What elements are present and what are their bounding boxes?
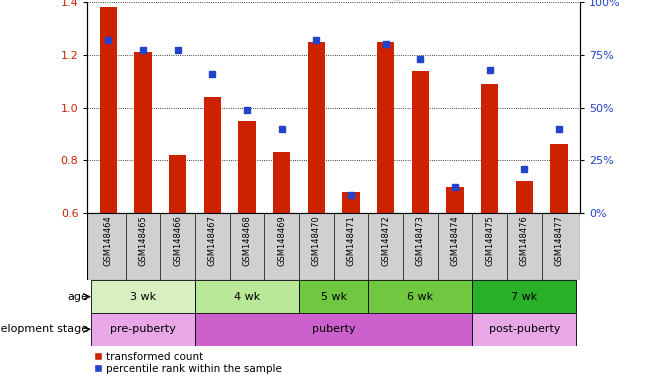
Bar xyxy=(195,313,472,346)
Text: GSM148473: GSM148473 xyxy=(416,215,425,266)
Bar xyxy=(369,280,472,313)
Text: GSM148469: GSM148469 xyxy=(277,215,286,266)
Text: GSM148474: GSM148474 xyxy=(450,215,459,266)
Bar xyxy=(377,41,395,213)
Bar xyxy=(203,97,221,213)
Text: GSM148470: GSM148470 xyxy=(312,215,321,266)
Bar xyxy=(87,213,580,280)
Text: GSM148467: GSM148467 xyxy=(208,215,217,266)
Bar xyxy=(446,187,464,213)
Text: 3 wk: 3 wk xyxy=(130,291,156,302)
Text: age: age xyxy=(67,291,88,302)
Text: 5 wk: 5 wk xyxy=(321,291,347,302)
Text: development stage: development stage xyxy=(0,324,88,334)
Bar xyxy=(472,313,577,346)
Text: puberty: puberty xyxy=(312,324,356,334)
Bar xyxy=(342,192,360,213)
Bar xyxy=(551,144,568,213)
Bar xyxy=(100,7,117,213)
Bar xyxy=(516,181,533,213)
Text: GSM148475: GSM148475 xyxy=(485,215,494,266)
Bar xyxy=(169,155,187,213)
Text: post-puberty: post-puberty xyxy=(489,324,561,334)
Text: GSM148472: GSM148472 xyxy=(381,215,390,266)
Bar xyxy=(134,52,152,213)
Text: GSM148465: GSM148465 xyxy=(139,215,148,266)
Legend: transformed count, percentile rank within the sample: transformed count, percentile rank withi… xyxy=(93,351,283,375)
Bar xyxy=(91,280,195,313)
Text: 4 wk: 4 wk xyxy=(234,291,260,302)
Bar xyxy=(308,41,325,213)
Bar xyxy=(87,213,580,280)
Bar xyxy=(273,152,290,213)
Text: GSM148464: GSM148464 xyxy=(104,215,113,266)
Bar xyxy=(91,313,195,346)
Bar xyxy=(195,280,299,313)
Bar xyxy=(411,71,429,213)
Bar xyxy=(238,121,256,213)
Bar xyxy=(481,84,498,213)
Text: GSM148477: GSM148477 xyxy=(555,215,564,266)
Text: GSM148468: GSM148468 xyxy=(242,215,251,266)
Text: GSM148466: GSM148466 xyxy=(173,215,182,266)
Text: GSM148471: GSM148471 xyxy=(347,215,356,266)
Text: GSM148476: GSM148476 xyxy=(520,215,529,266)
Text: 6 wk: 6 wk xyxy=(408,291,434,302)
Text: 7 wk: 7 wk xyxy=(511,291,538,302)
Bar xyxy=(472,280,577,313)
Text: pre-puberty: pre-puberty xyxy=(110,324,176,334)
Bar xyxy=(299,280,369,313)
